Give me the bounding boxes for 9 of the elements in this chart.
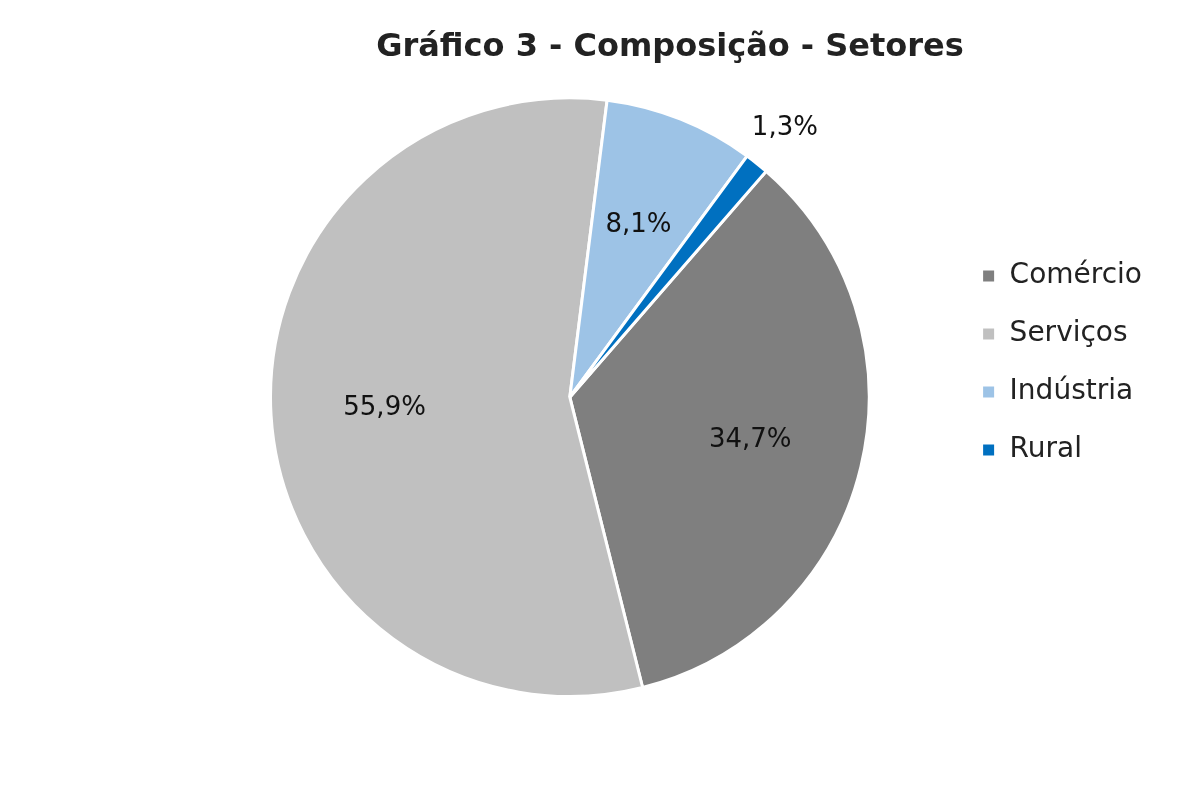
legend-label: Rural	[1009, 431, 1083, 465]
data-label: 34,7%	[708, 423, 792, 454]
data-label: 1,3%	[751, 111, 818, 142]
legend-label: Serviços	[1009, 315, 1128, 349]
data-label: 55,9%	[343, 391, 426, 422]
chart-title: Gráfico 3 - Composição - Setores	[376, 25, 964, 64]
data-label: 8,1%	[605, 207, 672, 238]
legend-label: Comércio	[1009, 257, 1143, 291]
legend-label: Indústria	[1009, 373, 1134, 407]
